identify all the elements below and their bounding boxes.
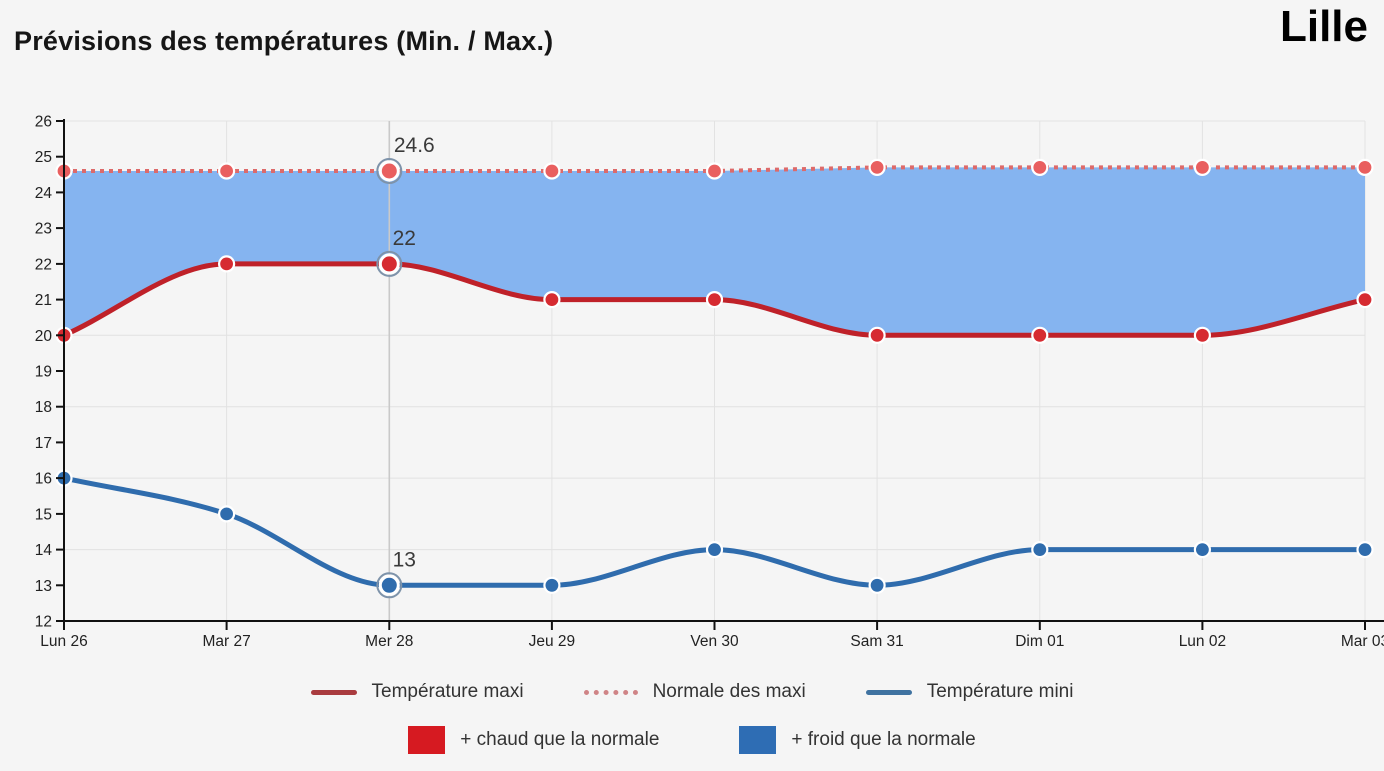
svg-text:18: 18 (35, 399, 52, 416)
legend-item-normale-maxi[interactable]: Normale des maxi (583, 681, 806, 703)
svg-text:22: 22 (393, 227, 416, 250)
svg-text:24.6: 24.6 (394, 134, 435, 157)
legend-label: Normale des maxi (652, 681, 806, 702)
svg-text:16: 16 (35, 471, 52, 488)
svg-text:Mer 28: Mer 28 (365, 633, 413, 650)
svg-text:Lun 26: Lun 26 (40, 633, 87, 650)
normale-maxi-dotted-swatch (583, 689, 638, 695)
legend-anomaly: + chaud que la normale + froid que la no… (0, 726, 1384, 754)
svg-text:23: 23 (35, 221, 52, 238)
legend-label: Température maxi (371, 681, 524, 702)
svg-text:Lun 02: Lun 02 (1179, 633, 1226, 650)
legend-label: + chaud que la normale (460, 729, 660, 750)
svg-text:13: 13 (35, 578, 52, 595)
svg-text:25: 25 (35, 149, 52, 166)
svg-text:19: 19 (35, 364, 52, 381)
svg-text:Mar 27: Mar 27 (202, 633, 250, 650)
svg-text:20: 20 (35, 328, 53, 345)
temp-mini-line-swatch (865, 689, 912, 695)
legend-item-temp-maxi[interactable]: Température maxi (310, 681, 524, 703)
svg-text:13: 13 (393, 548, 416, 571)
temp-maxi-line-swatch (310, 689, 357, 695)
svg-text:Jeu 29: Jeu 29 (529, 633, 576, 650)
svg-text:22: 22 (35, 256, 52, 273)
svg-text:Ven 30: Ven 30 (690, 633, 739, 650)
svg-text:Mar 03: Mar 03 (1341, 633, 1384, 650)
legend-label: Température mini (926, 681, 1074, 702)
svg-text:14: 14 (35, 542, 53, 559)
legend-item-temp-mini[interactable]: Température mini (865, 681, 1074, 703)
page-title: Prévisions des températures (Min. / Max.… (14, 26, 554, 56)
legend-item-froid[interactable]: + froid que la normale (739, 726, 976, 754)
svg-text:24: 24 (35, 185, 53, 202)
svg-text:Sam 31: Sam 31 (850, 633, 903, 650)
city-label: Lille (1279, 2, 1368, 51)
legend-label: + froid que la normale (791, 729, 976, 750)
svg-text:Dim 01: Dim 01 (1015, 633, 1064, 650)
svg-text:26: 26 (35, 114, 52, 131)
svg-text:17: 17 (35, 435, 52, 452)
froid-color-swatch (739, 726, 777, 754)
svg-text:15: 15 (35, 506, 52, 523)
svg-text:12: 12 (35, 614, 52, 631)
legend-item-chaud[interactable]: + chaud que la normale (408, 726, 659, 754)
legend-series: Température maxi Normale des maxi Tempér… (0, 681, 1384, 703)
svg-text:21: 21 (35, 292, 52, 309)
chaud-color-swatch (408, 726, 446, 754)
